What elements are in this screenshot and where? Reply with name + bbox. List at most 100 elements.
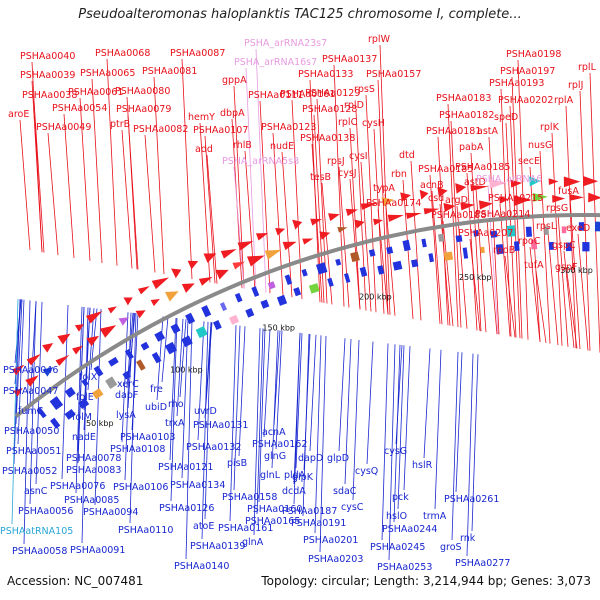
- gene-label[interactable]: nudE: [270, 141, 294, 152]
- gene-label[interactable]: PSHAa0140: [174, 561, 229, 572]
- gene-label[interactable]: gspC: [552, 240, 576, 251]
- gene-label[interactable]: exeD: [566, 223, 590, 234]
- gene-label[interactable]: PSHAa0079: [116, 104, 171, 115]
- gene-label[interactable]: PSHAa0183: [436, 93, 491, 104]
- gene-label[interactable]: typA: [373, 183, 395, 194]
- gene-label[interactable]: rpoB: [493, 245, 515, 256]
- gene-label[interactable]: PSHAa0082: [133, 124, 188, 135]
- gene-label[interactable]: asnC: [24, 486, 48, 497]
- gene-label[interactable]: PSHAa0128: [302, 104, 357, 115]
- gene-label[interactable]: glnA: [242, 537, 264, 548]
- gene-label[interactable]: PSHAa0076: [50, 481, 105, 492]
- gene-label[interactable]: csd: [428, 193, 444, 204]
- gene-label[interactable]: cysG: [384, 446, 407, 457]
- gene-label[interactable]: pldA: [284, 470, 306, 481]
- gene-label[interactable]: PSHAa0126: [159, 503, 214, 514]
- gene-label[interactable]: PSHAa0207: [458, 228, 513, 239]
- gene-label[interactable]: PSHAa0187: [282, 506, 337, 517]
- gene-label[interactable]: PSHAa0191: [291, 518, 346, 529]
- gene-label[interactable]: lysA: [116, 410, 136, 421]
- gene-label[interactable]: pck: [392, 492, 409, 503]
- gene-label[interactable]: PSHAa0185: [455, 162, 510, 173]
- gene-label[interactable]: PSHAa0139: [190, 541, 245, 552]
- gene-label[interactable]: PSHAa0103: [120, 432, 175, 443]
- gene-label[interactable]: pisB: [227, 458, 247, 469]
- gene-label[interactable]: hemY: [188, 112, 215, 123]
- gene-label[interactable]: argD: [445, 195, 468, 206]
- gene-label[interactable]: PSHAa0085: [64, 495, 119, 506]
- gene-label[interactable]: fre: [150, 384, 163, 395]
- gene-label[interactable]: PSHAa0068: [95, 48, 150, 59]
- gene-label[interactable]: rpsJ: [327, 156, 345, 167]
- gene-label[interactable]: PSHAa0080: [115, 86, 170, 97]
- gene-label[interactable]: PSHAa0215: [488, 193, 543, 204]
- gene-label[interactable]: PSHAatRNA105: [0, 526, 73, 537]
- gene-label[interactable]: acnB: [420, 180, 444, 191]
- gene-label[interactable]: PSHAa0161: [280, 89, 335, 100]
- gene-label[interactable]: PSHAa0161: [218, 523, 273, 534]
- gene-label[interactable]: ptrB: [110, 119, 130, 130]
- gene-label[interactable]: folE: [76, 392, 94, 403]
- gene-label[interactable]: rpsS: [354, 84, 375, 95]
- gene-label[interactable]: rnk: [460, 533, 476, 544]
- gene-label[interactable]: PSHA_arRNA5s8: [222, 156, 299, 167]
- gene-label[interactable]: speD: [494, 112, 518, 123]
- gene-label[interactable]: glnG: [264, 451, 286, 462]
- gene-label[interactable]: tufA: [524, 260, 544, 271]
- gene-label[interactable]: rpsG: [546, 203, 568, 214]
- gene-label[interactable]: cysJ: [338, 168, 357, 179]
- gene-label[interactable]: dtd: [399, 150, 415, 161]
- gene-label[interactable]: PSHAa0049: [36, 122, 91, 133]
- gene-label[interactable]: rpsL: [536, 221, 557, 232]
- gene-label[interactable]: acnA: [262, 427, 286, 438]
- gene-label[interactable]: PSHAa0106: [113, 482, 168, 493]
- gene-label[interactable]: PSHAa0138: [300, 133, 355, 144]
- gene-label[interactable]: tesB: [310, 172, 331, 183]
- gene-label[interactable]: glpK: [292, 472, 314, 483]
- gene-label[interactable]: sdaC: [333, 486, 357, 497]
- gene-label[interactable]: PSHAa0244: [382, 524, 437, 535]
- gene-label[interactable]: PSHAa0051: [6, 446, 61, 457]
- gene-label[interactable]: PSHAa0052: [2, 466, 57, 477]
- gene-label[interactable]: PSHAa0038: [22, 90, 77, 101]
- gene-label[interactable]: glnL: [260, 470, 281, 481]
- gene-label[interactable]: PSHAa0182: [439, 110, 494, 121]
- gene-label[interactable]: PSHAa0129: [305, 88, 360, 99]
- gene-label[interactable]: dapD: [298, 453, 323, 464]
- gene-label[interactable]: nadE: [72, 432, 96, 443]
- gene-label[interactable]: PSHAa0054: [52, 103, 107, 114]
- gene-label[interactable]: PSHAa0203: [308, 554, 363, 565]
- gene-label[interactable]: PSHAa0157: [366, 69, 421, 80]
- gene-label[interactable]: pabA: [459, 142, 484, 153]
- gene-label[interactable]: PSHAa0091: [70, 545, 125, 556]
- gene-label[interactable]: cysH: [362, 118, 385, 129]
- gene-label[interactable]: folX: [79, 372, 98, 383]
- gene-label[interactable]: PSHAa0134: [170, 480, 225, 491]
- gene-label[interactable]: PSHAa0081: [142, 66, 197, 77]
- gene-label[interactable]: PSHAa0108: [110, 444, 165, 455]
- gene-label[interactable]: PSHAa0214: [475, 209, 530, 220]
- gene-label[interactable]: rplD: [344, 100, 364, 111]
- gene-label[interactable]: rbn: [391, 169, 407, 180]
- gene-label[interactable]: PSHAa0174: [366, 198, 421, 209]
- gene-label[interactable]: PSHAa0123: [261, 122, 316, 133]
- gene-label[interactable]: trmA: [423, 511, 447, 522]
- gene-label[interactable]: PSHAa0058: [12, 546, 67, 557]
- gene-label[interactable]: rhlB: [233, 140, 252, 151]
- gene-label[interactable]: PSHAa0162: [252, 439, 307, 450]
- gene-label[interactable]: PSHAa0193: [489, 78, 544, 89]
- gene-label[interactable]: PSHAa0202: [498, 95, 553, 106]
- gene-label[interactable]: rplC: [338, 117, 358, 128]
- gene-label[interactable]: hslO: [386, 511, 407, 522]
- gene-label[interactable]: rplW: [368, 34, 391, 45]
- gene-label[interactable]: secE: [518, 156, 540, 167]
- gene-label[interactable]: PSHAa0040: [20, 51, 75, 62]
- gene-label[interactable]: xerC: [117, 379, 139, 390]
- gene-label[interactable]: groS: [440, 542, 462, 553]
- gene-label[interactable]: gppA: [222, 75, 247, 86]
- gene-label[interactable]: PSHAa0131: [193, 420, 248, 431]
- gene-label[interactable]: PSHAa0083: [66, 465, 121, 476]
- gene-label[interactable]: PSHAa0121: [158, 462, 213, 473]
- gene-label[interactable]: aroE: [8, 109, 29, 120]
